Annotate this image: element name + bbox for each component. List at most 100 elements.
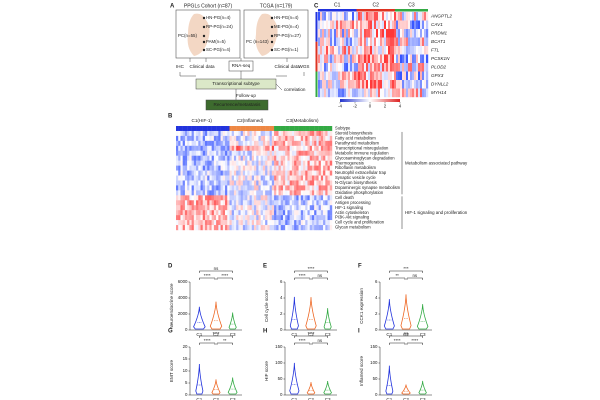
heat-cell xyxy=(180,170,183,176)
heat-cell xyxy=(276,145,279,151)
heat-cell xyxy=(370,46,373,55)
heat-cell xyxy=(280,225,284,231)
heat-cell xyxy=(278,150,281,156)
heat-cell xyxy=(311,180,315,186)
cluster-bar xyxy=(395,9,428,12)
heat-cell xyxy=(307,215,310,221)
heat-cell xyxy=(196,165,199,171)
heat-cell xyxy=(187,210,190,216)
heat-cell xyxy=(318,140,322,147)
heat-cell xyxy=(305,145,308,151)
heat-cell xyxy=(265,145,268,151)
heat-cell xyxy=(207,150,210,156)
heat-cell xyxy=(388,12,391,21)
heat-cell xyxy=(213,200,217,206)
heat-cell xyxy=(372,12,375,21)
heat-cell xyxy=(267,190,270,196)
heat-cell xyxy=(314,150,317,156)
heat-cell xyxy=(336,46,339,55)
gene-group xyxy=(315,12,318,42)
heat-cell xyxy=(254,175,257,181)
heat-cell xyxy=(262,135,266,142)
heat-cell xyxy=(311,135,315,142)
heat-cell xyxy=(184,140,188,147)
heat-cell xyxy=(182,220,186,226)
heat-cell xyxy=(176,175,179,181)
heat-cell xyxy=(229,225,232,231)
heat-cell xyxy=(274,175,277,181)
heat-cell xyxy=(291,180,295,186)
heat-cell xyxy=(305,205,308,211)
heat-cell xyxy=(394,80,397,89)
heat-cell xyxy=(204,126,208,132)
heat-cell xyxy=(209,160,212,166)
heat-cell xyxy=(180,140,183,147)
violin xyxy=(383,299,395,330)
heat-cell xyxy=(229,126,232,132)
heat-cell xyxy=(242,140,246,147)
heat-cell xyxy=(274,170,277,176)
heat-cell xyxy=(207,220,210,226)
heat-cell xyxy=(324,46,327,55)
heat-cell xyxy=(176,225,179,231)
heat-cell xyxy=(309,195,313,201)
heat-cell xyxy=(227,170,230,176)
label: C1 xyxy=(334,2,341,8)
sig-bracket xyxy=(389,277,406,280)
heat-cell xyxy=(191,170,195,176)
heat-cell xyxy=(320,150,324,156)
heat-cell xyxy=(285,170,288,176)
heat-cell xyxy=(285,200,288,206)
heat-cell xyxy=(344,12,347,21)
heat-cell xyxy=(280,165,284,171)
heat-cell xyxy=(368,20,371,30)
heat-cell xyxy=(193,155,197,161)
heat-cell xyxy=(364,29,367,38)
heat-cell xyxy=(178,185,181,191)
label: C3 xyxy=(230,332,236,337)
heat-cell xyxy=(180,126,183,132)
heat-cell xyxy=(298,190,301,196)
heat-cell xyxy=(406,88,409,98)
heat-cell xyxy=(258,225,261,231)
heat-cell xyxy=(176,145,179,151)
cluster-bar xyxy=(356,9,395,12)
heat-cell xyxy=(236,145,239,151)
heat-cell xyxy=(265,200,268,206)
heat-cell xyxy=(222,165,226,171)
heat-cell xyxy=(370,80,373,89)
heat-cell xyxy=(242,135,246,142)
heat-cell xyxy=(408,46,411,55)
heat-cell xyxy=(327,140,330,147)
heat-cell xyxy=(236,130,239,137)
heat-cell xyxy=(325,195,328,201)
heat-cell xyxy=(400,46,403,55)
label: Glycan metabolism xyxy=(335,225,371,230)
heat-cell xyxy=(309,220,313,226)
heat-cell xyxy=(207,165,210,171)
heat-cell xyxy=(176,180,179,186)
heat-cell xyxy=(318,175,322,181)
heat-cell xyxy=(300,175,304,181)
heat-cell xyxy=(323,140,326,147)
heat-cell xyxy=(254,150,257,156)
heat-cell xyxy=(332,12,335,21)
heat-cell xyxy=(356,80,359,89)
heat-cell xyxy=(196,205,199,211)
heat-cell xyxy=(218,165,221,171)
heat-cell xyxy=(296,150,299,156)
heat-cell xyxy=(378,71,381,81)
heat-cell xyxy=(320,205,324,211)
heat-cell xyxy=(254,170,257,176)
heat-cell xyxy=(396,88,399,98)
heat-cell xyxy=(287,190,290,196)
heat-cell xyxy=(296,165,299,171)
heat-cell xyxy=(426,20,429,30)
heat-cell xyxy=(213,180,217,186)
heat-cell xyxy=(402,29,405,38)
heat-cell xyxy=(296,175,299,181)
heat-cell xyxy=(211,170,215,176)
heat-cell xyxy=(233,215,237,221)
site-dot xyxy=(270,25,274,29)
heat-cell xyxy=(267,165,270,171)
